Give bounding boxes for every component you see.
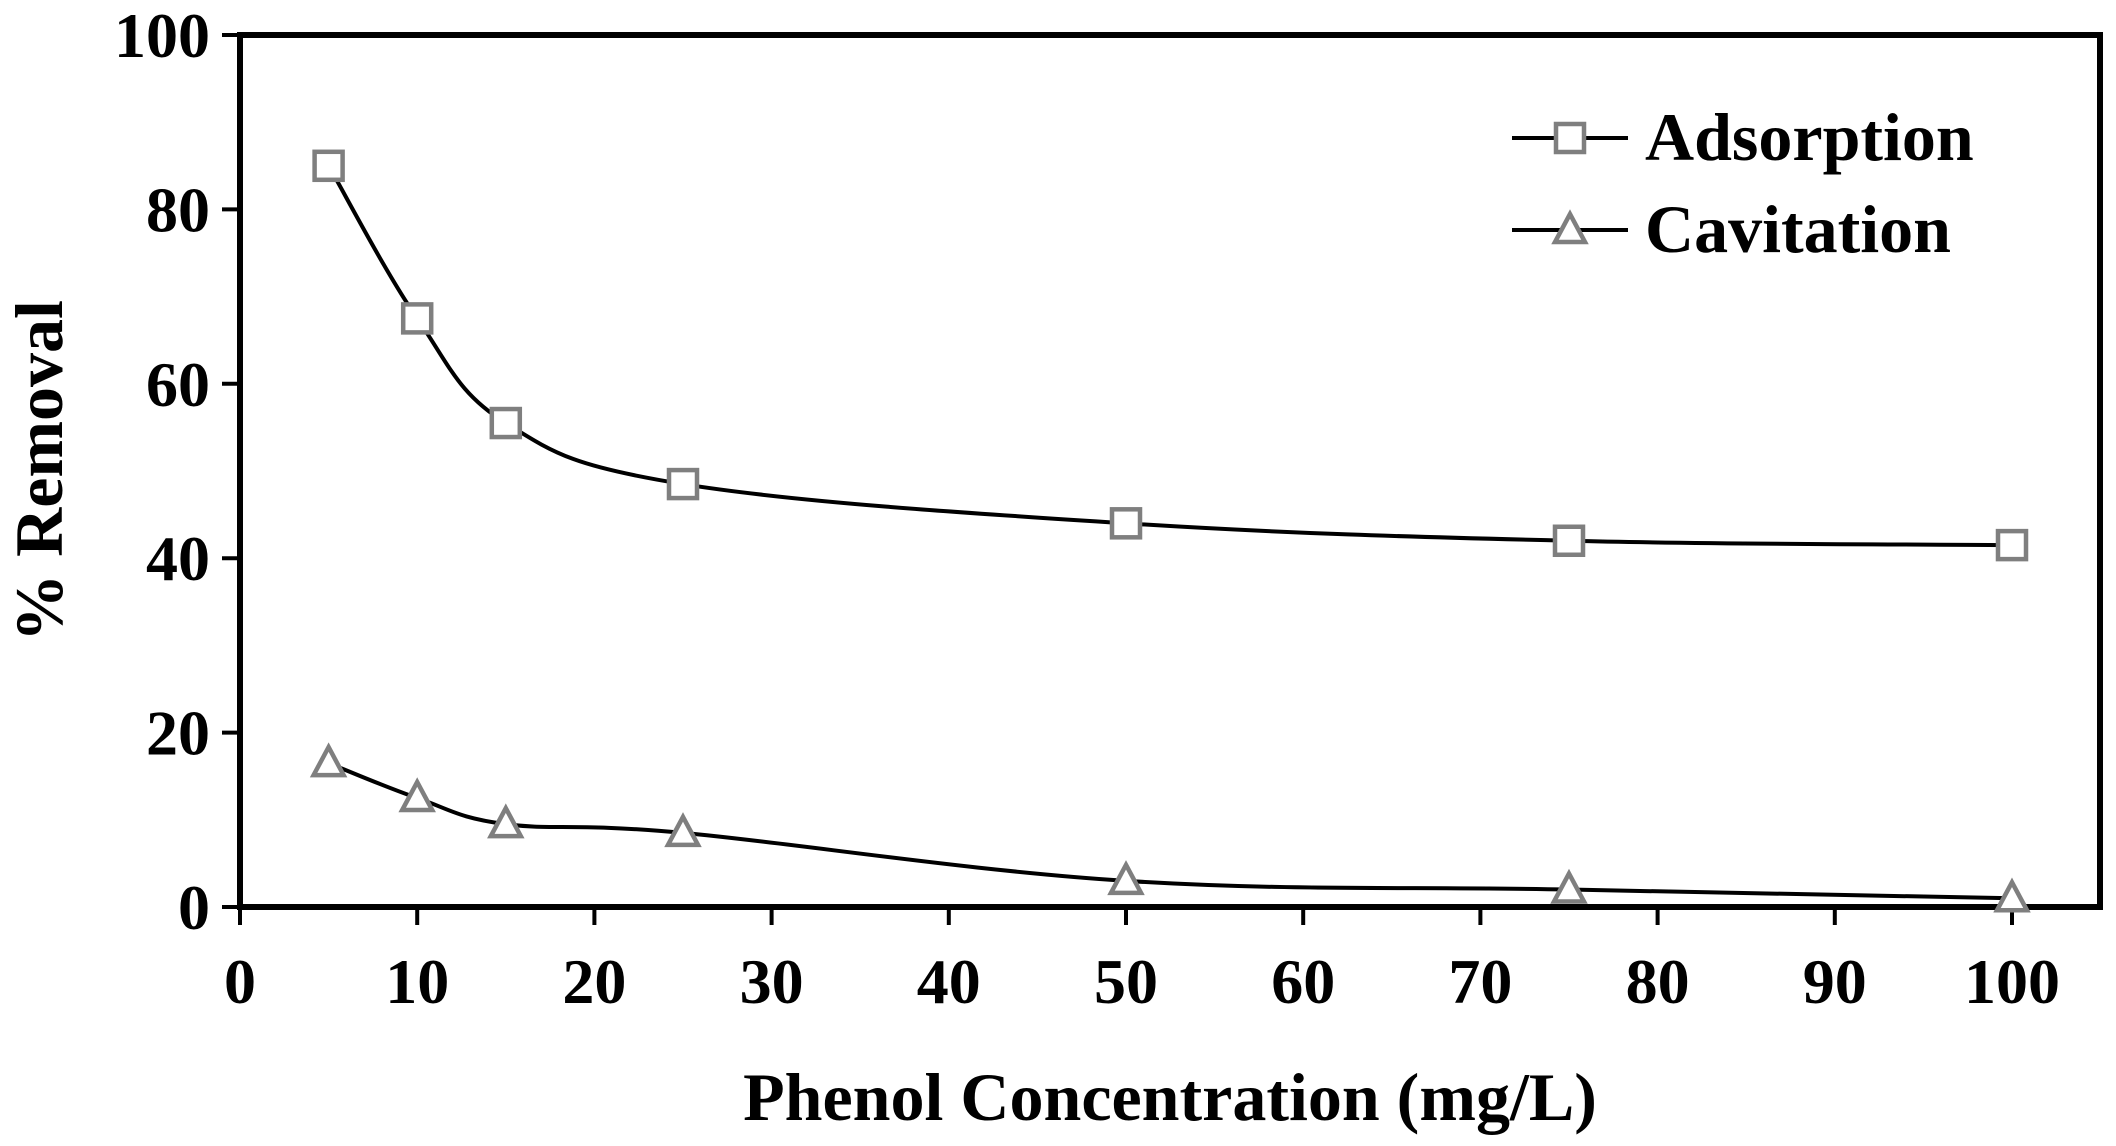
series-adsorption <box>312 149 2029 562</box>
x-tick-label: 10 <box>385 946 449 1017</box>
adsorption-point <box>400 302 434 335</box>
legend: Adsorption Cavitation <box>1512 99 1974 267</box>
x-axis-title: Phenol Concentration (mg/L) <box>743 1059 1597 1135</box>
x-tick-label: 80 <box>1626 946 1690 1017</box>
x-tick-label: 60 <box>1271 946 1335 1017</box>
y-axis-title: % Removal <box>1 300 77 642</box>
adsorption-point <box>1552 524 1586 558</box>
adsorption-point <box>489 406 523 440</box>
y-tick-label: 100 <box>114 0 210 71</box>
x-tick-label: 100 <box>1964 946 2060 1017</box>
x-tick-label: 90 <box>1803 946 1867 1017</box>
x-axis: 0 10 20 30 40 50 60 70 80 90 100 <box>224 907 2060 1017</box>
adsorption-point <box>1995 528 2029 562</box>
legend-label: Adsorption <box>1645 99 1974 175</box>
adsorption-line <box>326 164 2013 548</box>
x-tick-label: 50 <box>1094 946 1158 1017</box>
y-axis: 0 20 40 60 80 100 <box>114 0 240 943</box>
legend-item-adsorption: Adsorption <box>1512 99 1974 175</box>
series-layer <box>309 149 2031 913</box>
adsorption-point <box>312 149 345 183</box>
y-tick-label: 80 <box>146 174 210 245</box>
y-tick-label: 20 <box>146 698 210 769</box>
x-tick-label: 70 <box>1448 946 1512 1017</box>
legend-item-cavitation: Cavitation <box>1512 191 1951 267</box>
adsorption-point <box>666 467 700 501</box>
x-tick-label: 40 <box>917 946 981 1017</box>
cavitation-point <box>1107 860 1145 896</box>
cavitation-point <box>398 777 436 813</box>
y-tick-label: 60 <box>146 349 210 420</box>
y-tick-label: 0 <box>178 872 210 943</box>
legend-label: Cavitation <box>1645 191 1951 267</box>
cavitation-point <box>1993 877 2031 913</box>
cavitation-point <box>487 803 525 839</box>
x-tick-label: 30 <box>740 946 804 1017</box>
adsorption-point <box>1109 507 1143 540</box>
cavitation-point <box>309 742 348 778</box>
plot-area <box>237 32 2103 910</box>
cavitation-point <box>1550 868 1588 904</box>
series-cavitation <box>309 742 2031 913</box>
cavitation-line <box>327 761 2013 901</box>
y-tick-label: 40 <box>146 523 210 594</box>
legend-square-marker <box>1553 121 1587 155</box>
x-tick-label: 0 <box>224 946 256 1017</box>
legend-triangle-marker <box>1551 209 1589 245</box>
x-tick-label: 20 <box>562 946 626 1017</box>
cavitation-point <box>664 812 702 848</box>
